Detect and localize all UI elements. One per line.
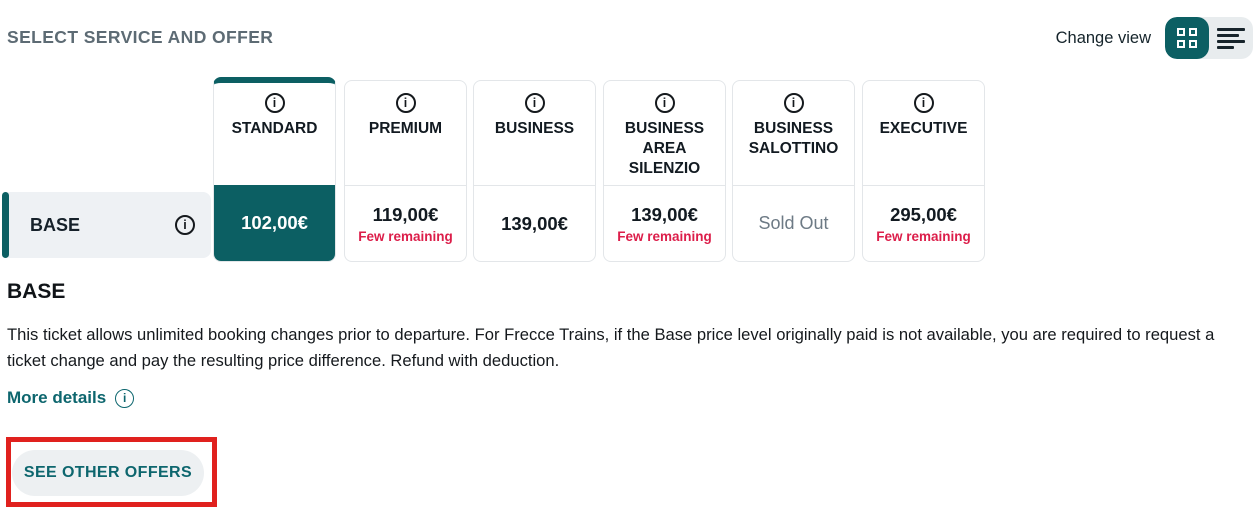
list-view-icon bbox=[1217, 27, 1245, 49]
service-column-business[interactable]: i BUSINESS 139,00€ bbox=[473, 80, 596, 262]
info-icon[interactable]: i bbox=[783, 93, 804, 113]
service-column-label: BUSINESS SALOTTINO bbox=[748, 120, 839, 157]
info-glyph: i bbox=[272, 95, 277, 110]
info-glyph: i bbox=[791, 95, 796, 110]
availability-note: Few remaining bbox=[617, 228, 712, 244]
grid-view-button[interactable] bbox=[1165, 17, 1209, 59]
service-column-business-salottino[interactable]: i BUSINESS SALOTTINO Sold Out bbox=[732, 80, 855, 262]
fare-detail-description: This ticket allows unlimited booking cha… bbox=[7, 325, 1215, 370]
price-cell-business-area-silenzio[interactable]: 139,00€ Few remaining bbox=[604, 186, 725, 261]
price-cell-premium[interactable]: 119,00€ Few remaining bbox=[345, 186, 466, 261]
service-column-executive[interactable]: i EXECUTIVE 295,00€ Few remaining bbox=[862, 80, 985, 262]
info-icon[interactable]: i bbox=[913, 93, 934, 113]
info-glyph: i bbox=[183, 217, 187, 232]
fare-detail-title: BASE bbox=[7, 280, 66, 303]
sold-out-label: Sold Out bbox=[758, 213, 829, 233]
info-icon[interactable]: i bbox=[264, 93, 285, 113]
service-column-premium[interactable]: i PREMIUM 119,00€ Few remaining bbox=[344, 80, 467, 262]
price-cell-executive[interactable]: 295,00€ Few remaining bbox=[863, 186, 984, 261]
change-view-control: Change view bbox=[1056, 17, 1253, 59]
view-toggle bbox=[1165, 17, 1253, 59]
page-title: SELECT SERVICE AND OFFER bbox=[7, 27, 274, 47]
info-glyph: i bbox=[532, 95, 537, 110]
service-column-header: i STANDARD bbox=[214, 83, 335, 185]
service-column-header: i BUSINESS AREA SILENZIO bbox=[604, 81, 725, 186]
fare-row-base[interactable]: BASE i bbox=[2, 192, 211, 258]
price-cell-standard[interactable]: 102,00€ bbox=[214, 185, 335, 261]
availability-note: Few remaining bbox=[358, 228, 453, 244]
see-other-offers-button[interactable]: SEE OTHER OFFERS bbox=[12, 450, 204, 496]
price-value: 295,00€ bbox=[890, 203, 957, 225]
service-column-standard[interactable]: i STANDARD 102,00€ bbox=[213, 77, 336, 262]
service-column-header: i PREMIUM bbox=[345, 81, 466, 186]
service-column-label: PREMIUM bbox=[368, 120, 443, 137]
service-column-header: i BUSINESS SALOTTINO bbox=[733, 81, 854, 186]
price-cell-business-salottino: Sold Out bbox=[733, 186, 854, 261]
price-value: 139,00€ bbox=[501, 212, 568, 234]
more-details-label: More details bbox=[7, 388, 107, 407]
info-icon[interactable]: i bbox=[654, 93, 675, 113]
info-icon[interactable]: i bbox=[115, 388, 135, 408]
service-column-label: BUSINESS AREA SILENZIO bbox=[624, 120, 705, 177]
info-glyph: i bbox=[123, 391, 127, 405]
list-view-button[interactable] bbox=[1209, 17, 1253, 59]
service-column-header: i BUSINESS bbox=[474, 81, 595, 186]
info-glyph: i bbox=[403, 95, 408, 110]
price-cell-business[interactable]: 139,00€ bbox=[474, 186, 595, 261]
info-glyph: i bbox=[921, 95, 926, 110]
info-glyph: i bbox=[662, 95, 667, 110]
price-value: 139,00€ bbox=[631, 203, 698, 225]
more-details-link[interactable]: More details i bbox=[7, 388, 135, 408]
service-column-business-area-silenzio[interactable]: i BUSINESS AREA SILENZIO 139,00€ Few rem… bbox=[603, 80, 726, 262]
change-view-label: Change view bbox=[1055, 28, 1151, 47]
fare-row-accent-bar bbox=[2, 192, 9, 258]
service-column-label: EXECUTIVE bbox=[879, 120, 968, 137]
price-value: 102,00€ bbox=[241, 212, 308, 233]
info-icon[interactable]: i bbox=[524, 93, 545, 113]
service-column-label: BUSINESS bbox=[494, 120, 575, 137]
info-icon[interactable]: i bbox=[175, 215, 195, 235]
service-column-label: STANDARD bbox=[231, 120, 318, 137]
price-value: 119,00€ bbox=[372, 203, 439, 225]
fare-row-label: BASE bbox=[30, 214, 81, 235]
availability-note: Few remaining bbox=[876, 228, 971, 244]
service-column-header: i EXECUTIVE bbox=[863, 81, 984, 186]
grid-view-icon bbox=[1177, 28, 1197, 48]
info-icon[interactable]: i bbox=[395, 93, 416, 113]
